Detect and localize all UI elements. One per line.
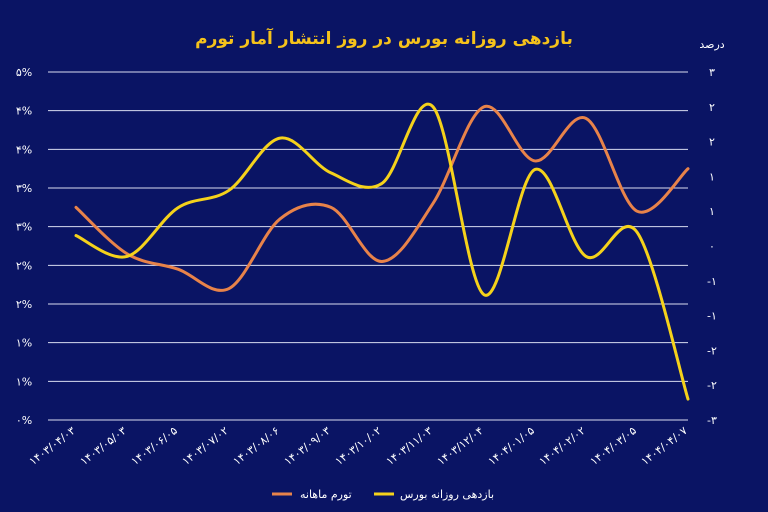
- left-tick-label: ۱%: [16, 337, 32, 350]
- x-tick-label: ۱۴۰۴/۰۴/۰۷: [639, 424, 690, 468]
- grid: [48, 71, 688, 421]
- right-tick-label: -۱: [707, 275, 717, 288]
- series-line-1: [74, 105, 690, 292]
- x-tick-label: ۱۴۰۳/۱۲/۰۴: [435, 424, 486, 468]
- x-tick-label: ۱۴۰۴/۰۱/۰۵: [486, 424, 537, 468]
- right-axis-ticks: -۳ -۲ -۲ -۱ -۱ ۰ ۱ ۱ ۲ ۲ ۳: [707, 66, 717, 427]
- legend: تورم ماهانه بازدهی روزانه بورس: [272, 488, 494, 501]
- right-tick-label: ۲: [709, 101, 715, 114]
- left-tick-label: ۲%: [16, 259, 32, 272]
- x-tick-label: ۱۴۰۴/۰۲/۰۲: [537, 424, 588, 468]
- right-tick-label: ۲: [709, 136, 715, 149]
- left-tick-label: ۴%: [16, 143, 32, 156]
- x-tick-label: ۱۴۰۳/۰۵/۰۳: [78, 424, 129, 468]
- left-tick-label: ۳%: [16, 221, 32, 234]
- right-axis-unit: درصد: [699, 38, 724, 51]
- legend-label: تورم ماهانه: [300, 488, 352, 501]
- x-tick-label: ۱۴۰۳/۱۱/۰۳: [384, 424, 435, 468]
- x-tick-label: ۱۴۰۳/۰۶/۰۵: [129, 424, 180, 468]
- right-tick-label: -۲: [707, 344, 717, 357]
- left-tick-label: ۳%: [16, 182, 32, 195]
- right-tick-label: -۲: [707, 379, 717, 392]
- left-tick-label: ۲%: [16, 298, 32, 311]
- right-tick-label: ۰: [709, 240, 715, 253]
- left-axis-ticks: ۰% ۱% ۱% ۲% ۲% ۳% ۳% ۴% ۴% ۵%: [16, 66, 32, 427]
- x-tick-label: ۱۴۰۳/۰۴/۰۳: [27, 424, 78, 468]
- right-tick-label: ۱: [709, 205, 715, 218]
- x-axis-ticks: ۱۴۰۳/۰۴/۰۳ ۱۴۰۳/۰۵/۰۳ ۱۴۰۳/۰۶/۰۵ ۱۴۰۳/۰۷/۰۲…: [27, 424, 690, 468]
- left-tick-label: ۱%: [16, 375, 32, 388]
- x-tick-label: ۱۴۰۳/۰۸/۰۶: [231, 424, 282, 468]
- right-tick-label: -۳: [707, 414, 717, 427]
- x-tick-label: ۱۴۰۳/۱۰/۰۲: [333, 424, 384, 468]
- left-tick-label: ۴%: [16, 105, 32, 118]
- chart-title: بازدهی روزانه بورس در روز انتشار آمار تو…: [195, 27, 573, 49]
- series-lines: [74, 102, 690, 401]
- left-tick-label: ۰%: [16, 414, 32, 427]
- x-tick-label: ۱۴۰۳/۰۹/۰۳: [282, 424, 333, 468]
- right-tick-label: ۱: [709, 170, 715, 183]
- right-tick-label: -۱: [707, 310, 717, 323]
- x-tick-label: ۱۴۰۴/۰۳/۰۵: [588, 424, 639, 468]
- x-tick-label: ۱۴۰۳/۰۷/۰۲: [180, 424, 231, 468]
- legend-label: بازدهی روزانه بورس: [400, 488, 494, 501]
- right-tick-label: ۳: [709, 66, 715, 79]
- left-tick-label: ۵%: [16, 66, 32, 79]
- series-line-2: [74, 102, 690, 401]
